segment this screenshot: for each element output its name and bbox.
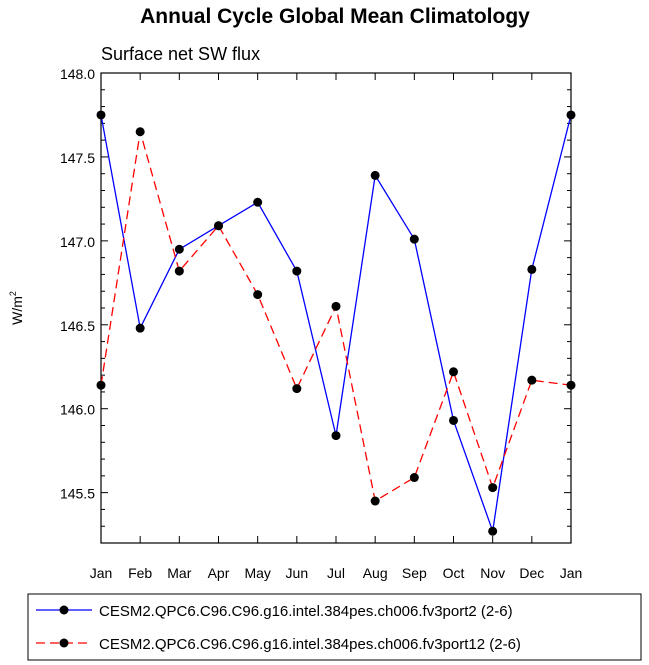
y-axis-label-unit: W/m bbox=[9, 296, 25, 325]
y-tick-label: 147.5 bbox=[60, 150, 95, 166]
y-axis-label: W/m2 bbox=[8, 291, 25, 325]
series-1-point bbox=[331, 431, 341, 441]
x-tick-label: May bbox=[244, 565, 270, 581]
series-1-point bbox=[409, 234, 419, 244]
series-2-point bbox=[331, 301, 341, 311]
series-1-point bbox=[370, 170, 380, 180]
series-1-point bbox=[566, 110, 576, 120]
x-tick-label: Aug bbox=[363, 565, 388, 581]
series-1-point bbox=[135, 323, 145, 333]
x-tick-label: Jun bbox=[286, 565, 309, 581]
series-1-point bbox=[174, 244, 184, 254]
x-tick-label: Oct bbox=[443, 565, 465, 581]
series-2-point bbox=[214, 221, 223, 231]
y-tick-label: 145.5 bbox=[60, 486, 95, 502]
series-2-point bbox=[566, 380, 576, 390]
plot-area: 145.5 146.0 146.5 147.0 147.5 148.0 Jan Feb Mar A… bbox=[60, 66, 582, 581]
x-tick-label: Nov bbox=[480, 565, 505, 581]
x-tick-label: Feb bbox=[128, 565, 152, 581]
legend-label-2: CESM2.QPC6.C96.C96.g16.intel.384pes.ch00… bbox=[99, 636, 521, 653]
series-2-point bbox=[253, 290, 263, 300]
series-line-1 bbox=[100, 114, 572, 532]
legend-box bbox=[27, 593, 642, 661]
series-2-point bbox=[370, 496, 380, 506]
legend-label-1: CESM2.QPC6.C96.C96.g16.intel.384pes.ch00… bbox=[99, 603, 513, 620]
x-tick-label: Jan bbox=[560, 565, 583, 581]
series-2-point bbox=[96, 380, 106, 390]
series-1-point bbox=[96, 110, 106, 120]
y-tick-label: 147.0 bbox=[60, 234, 95, 250]
series-line-2 bbox=[100, 131, 572, 503]
series-1-point bbox=[488, 526, 498, 536]
series-2-point bbox=[449, 367, 458, 377]
series-2-point bbox=[488, 483, 498, 493]
series-2-point bbox=[292, 384, 302, 394]
y-axis-label-superscript: 2 bbox=[8, 291, 18, 296]
legend-marker-2 bbox=[59, 638, 69, 648]
series-1-point bbox=[292, 266, 302, 276]
series-1-point bbox=[527, 264, 537, 274]
series-2-point bbox=[527, 375, 537, 385]
legend-marker-1 bbox=[59, 605, 69, 615]
x-tick-label: Sep bbox=[402, 565, 427, 581]
y-tick-label: 146.5 bbox=[60, 318, 95, 334]
y-tick-label: 148.0 bbox=[60, 66, 95, 82]
series-2-point bbox=[174, 266, 184, 276]
legend: CESM2.QPC6.C96.C96.g16.intel.384pes.ch00… bbox=[27, 593, 642, 661]
series-1-point bbox=[449, 415, 458, 425]
chart-subtitle: Surface net SW flux bbox=[101, 44, 260, 64]
x-tick-label: Jul bbox=[327, 565, 345, 581]
series-2-point bbox=[135, 127, 145, 137]
chart-title: Annual Cycle Global Mean Climatology bbox=[140, 5, 530, 28]
series-1-point bbox=[253, 197, 263, 207]
x-tick-label: Apr bbox=[208, 565, 230, 581]
x-tick-label: Jan bbox=[90, 565, 113, 581]
y-tick-label: 146.0 bbox=[60, 402, 95, 418]
x-tick-label: Dec bbox=[519, 565, 544, 581]
series-2-point bbox=[409, 473, 419, 483]
x-tick-label: Mar bbox=[167, 565, 191, 581]
